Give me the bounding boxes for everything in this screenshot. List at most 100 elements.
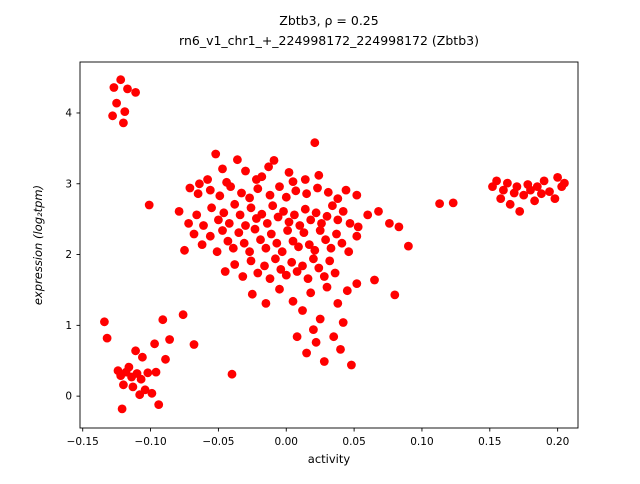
scatter-point [275, 182, 284, 192]
scatter-point [306, 215, 316, 225]
scatter-point [207, 203, 217, 213]
scatter-point [512, 182, 522, 192]
scatter-point [288, 236, 298, 246]
scatter-point [136, 374, 146, 384]
scatter-point [550, 194, 560, 204]
scatter-point [228, 243, 238, 253]
scatter-point [519, 190, 529, 200]
scatter-point [287, 257, 297, 267]
scatter-point [197, 240, 207, 250]
scatter-point [195, 179, 204, 189]
scatter-point [241, 166, 250, 176]
scatter-point [317, 219, 326, 228]
scatter-point [499, 185, 508, 195]
scatter-point [275, 284, 284, 294]
scatter-point [526, 185, 535, 195]
scatter-point [143, 368, 153, 378]
scatter-point [239, 238, 249, 248]
scatter-point [505, 199, 515, 209]
x-tick-label: −0.10 [134, 436, 166, 448]
scatter-point [314, 263, 324, 273]
scatter-point [281, 192, 291, 202]
scatter-point [272, 238, 282, 248]
scatter-point [123, 84, 132, 94]
scatter-point [325, 256, 335, 266]
scatter-point [311, 337, 321, 347]
scatter-point [245, 193, 255, 203]
scatter-point [266, 229, 276, 239]
scatter-point [147, 388, 157, 398]
scatter-point [345, 219, 355, 228]
scatter-point [492, 176, 501, 186]
scatter-point [322, 282, 332, 292]
scatter-point [250, 224, 260, 234]
scatter-point [120, 107, 130, 116]
scatter-point [224, 219, 234, 228]
y-tick-label: 0 [65, 391, 72, 403]
scatter-point [108, 111, 117, 121]
scatter-point [273, 212, 283, 222]
scatter-point [332, 229, 341, 239]
scatter-point [119, 118, 128, 128]
scatter-point [292, 332, 302, 342]
x-tick-label: −0.15 [67, 436, 99, 448]
scatter-point [291, 186, 301, 196]
scatter-point [279, 207, 288, 216]
scatter-point [300, 204, 310, 214]
scatter-point [234, 228, 244, 238]
scatter-point [271, 254, 280, 264]
scatter-point [298, 261, 307, 271]
scatter-point [119, 380, 128, 390]
y-axis-ticks: 0 1 2 3 4 [65, 107, 80, 403]
scatter-point [336, 345, 345, 354]
scatter-point [131, 346, 141, 356]
scatter-point [496, 194, 506, 204]
scatter-point [203, 175, 213, 184]
scatter-point [321, 235, 330, 245]
scatter-point [117, 404, 127, 414]
scatter-point [385, 219, 394, 228]
y-tick-label: 4 [65, 107, 72, 119]
scatter-point [138, 352, 147, 362]
scatter-point [284, 217, 294, 227]
scatter-point [363, 210, 373, 220]
scatter-point [515, 207, 525, 216]
scatter-point [288, 296, 298, 306]
scatter-point [121, 367, 131, 377]
scatter-point [180, 245, 189, 255]
scatter-point [257, 172, 267, 182]
scatter-point [370, 275, 379, 285]
scatter-point [174, 207, 184, 216]
y-axis-label: expression (log₂tpm) [31, 185, 45, 305]
scatter-point [352, 190, 362, 200]
scatter-point [226, 182, 236, 192]
scatter-point [212, 247, 222, 257]
scatter-point [247, 289, 257, 299]
scatter-point [322, 211, 332, 221]
scatter-point [223, 236, 233, 246]
scatter-point [131, 88, 141, 97]
scatter-point [344, 247, 354, 257]
scatter-point [328, 201, 337, 211]
scatter-point [333, 215, 343, 225]
y-tick-label: 2 [65, 249, 72, 261]
scatter-point [261, 299, 271, 308]
scatter-point [205, 231, 215, 241]
scatter-point [109, 83, 119, 92]
scatter-point [326, 243, 336, 253]
scatter-point [144, 200, 154, 210]
scatter-point [394, 222, 404, 232]
scatter-point [220, 267, 230, 276]
scatter-point [338, 207, 348, 216]
scatter-point [553, 173, 562, 182]
scatter-point [185, 183, 195, 193]
scatter-point [189, 340, 199, 349]
scatter-point [333, 299, 343, 308]
y-tick-label: 1 [65, 320, 72, 332]
scatter-point [338, 318, 348, 327]
scatter-point [230, 260, 240, 269]
scatter-point [560, 178, 569, 188]
scatter-point [211, 149, 221, 159]
scatter-point [299, 228, 309, 238]
